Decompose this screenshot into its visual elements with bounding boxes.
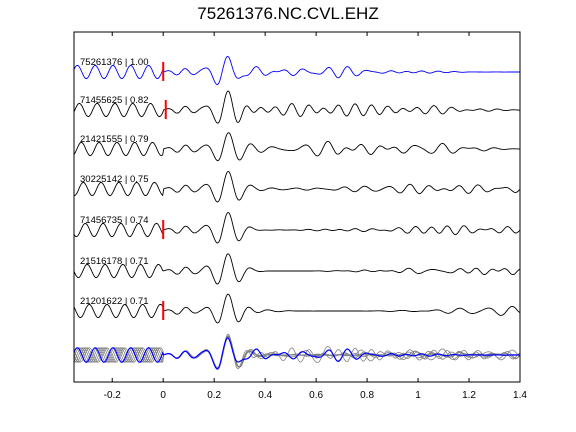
x-tick-label-2: 0.2 [207, 390, 221, 401]
x-tick-label-3: 0.4 [258, 390, 272, 401]
trace-label-0: 75261376 | 1.00 [80, 57, 149, 68]
trace-line-0 [73, 55, 520, 85]
trace-line-4 [73, 211, 520, 244]
plot-frame [73, 31, 521, 383]
stack-master-line [73, 337, 520, 370]
trace-line-2 [73, 132, 520, 162]
stack-overlay-3 [73, 335, 520, 370]
trace-labels-layer: 75261376 | 1.00 71455625 | 0.82 21421555 |… [80, 57, 149, 307]
trace-label-4: 71456735 | 0.74 [80, 215, 149, 226]
x-tick-label-1: 0 [160, 390, 166, 401]
stack-overlay-6 [73, 335, 520, 369]
pick-markers-layer [162, 62, 167, 320]
trace-label-3: 30225142 | 0.75 [80, 174, 149, 185]
trace-label-2: 21421555 | 0.79 [80, 134, 149, 145]
trace-label-5: 21516178 | 0.71 [80, 256, 149, 267]
traces-layer [73, 55, 520, 370]
chart-title: 75261376.NC.CVL.EHZ [197, 4, 379, 23]
trace-line-1 [73, 90, 520, 124]
x-tick-label-6: 1 [415, 390, 421, 401]
trace-line-6 [73, 293, 520, 324]
x-axis: -0.2 0 0.2 0.4 0.6 0.8 1 1.2 1.4 [104, 32, 527, 401]
stack-overlay-1 [73, 333, 520, 370]
trace-line-5 [73, 253, 520, 285]
x-tick-label-0: -0.2 [104, 390, 122, 401]
trace-label-1: 71455625 | 0.82 [80, 95, 149, 106]
trace-label-6: 21201622 | 0.71 [80, 296, 149, 307]
x-tick-label-8: 1.4 [513, 390, 527, 401]
x-tick-label-7: 1.2 [462, 390, 476, 401]
x-tick-label-4: 0.6 [309, 390, 323, 401]
x-tick-label-5: 0.8 [360, 390, 374, 401]
trace-line-3 [73, 170, 520, 203]
